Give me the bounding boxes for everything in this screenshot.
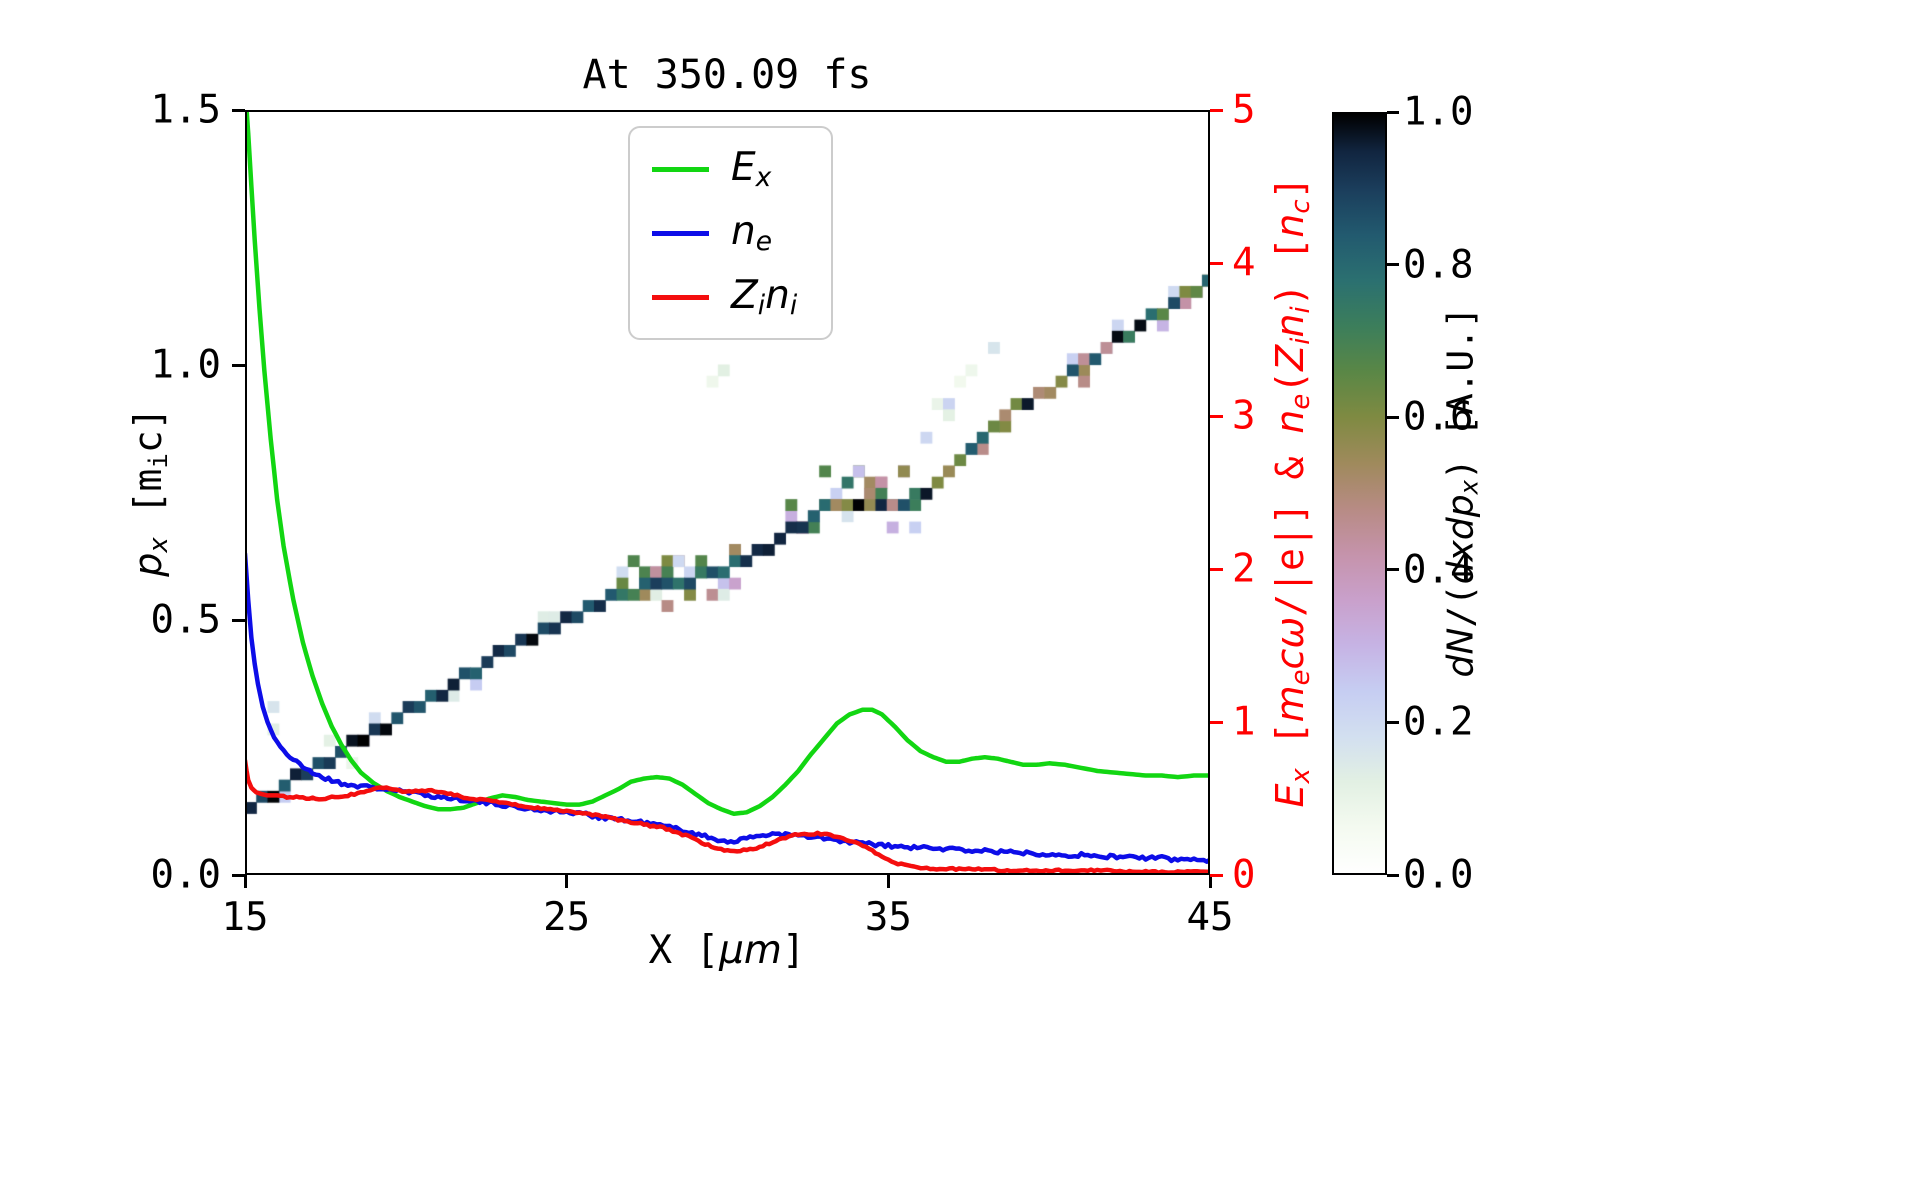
colorbar-tick-mark [1387, 720, 1399, 724]
x-axis-label: X [μm] [648, 928, 806, 973]
legend-line-sample [652, 166, 709, 172]
legend-box: Ex ne Zini [628, 126, 834, 340]
line-curves [245, 110, 1210, 875]
x-tick-label: 25 [543, 895, 591, 940]
y-tick-mark-right [1210, 567, 1223, 571]
y-tick-label-right: 2 [1232, 546, 1256, 592]
legend-entry: Ex [652, 144, 797, 194]
y-tick-label-right: 4 [1232, 240, 1256, 286]
colorbar-tick-mark [1387, 110, 1399, 114]
colorbar-tick-mark [1387, 263, 1399, 267]
colorbar-tick-mark [1387, 415, 1399, 419]
y-tick-label-right: 3 [1232, 393, 1256, 439]
colorbar-tick-mark [1387, 568, 1399, 572]
y-tick-label-left: 0.5 [150, 597, 221, 643]
y-tick-mark-right [1210, 873, 1223, 877]
x-tick-mark [565, 875, 569, 888]
y-tick-label-right: 0 [1232, 852, 1256, 898]
curve-zini [245, 758, 1210, 875]
y-tick-mark-right [1210, 108, 1223, 112]
y-tick-label-left: 1.0 [150, 342, 221, 388]
y-tick-mark-right [1210, 414, 1223, 418]
plot-title: At 350.09 fs [582, 52, 872, 98]
y-tick-mark-left [232, 873, 245, 877]
x-tick-mark [886, 875, 890, 888]
y-axis-label-right: Ex [mecω/|e|] & ne(Zini) [nc] [1268, 176, 1316, 808]
y-tick-mark-right [1210, 720, 1223, 724]
legend-entry: Zini [652, 272, 797, 322]
y-tick-label-right: 5 [1232, 87, 1256, 133]
legend-label: Ex [731, 145, 772, 193]
colorbar-tick-label: 0.4 [1403, 547, 1474, 593]
legend-line-sample [652, 294, 709, 300]
x-tick-label: 45 [1186, 895, 1234, 940]
legend-line-sample [652, 230, 709, 236]
legend-label: Zini [731, 273, 798, 321]
legend-label: ne [731, 209, 773, 257]
plot-area: Ex ne Zini [245, 110, 1210, 875]
x-tick-mark [1208, 875, 1212, 888]
y-tick-label-left: 0.0 [150, 852, 221, 898]
colorbar-label: dN/(dxdpx) [A.U.] [1440, 306, 1484, 678]
colorbar-tick-label: 0.8 [1403, 242, 1474, 288]
x-tick-label: 35 [864, 895, 912, 940]
colorbar-tick-label: 0.2 [1403, 699, 1474, 745]
curve-ex [245, 110, 1210, 817]
colorbar-tick-label: 0.6 [1403, 394, 1474, 440]
colorbar-tick-label: 1.0 [1403, 89, 1474, 135]
y-tick-label-left: 1.5 [150, 87, 221, 133]
x-tick-mark [243, 875, 247, 888]
y-tick-mark-right [1210, 261, 1223, 265]
y-axis-label-left: px [mic] [126, 407, 174, 577]
colorbar-tick-label: 0.0 [1403, 852, 1474, 898]
legend-entry: ne [652, 208, 797, 258]
curve-ne [245, 551, 1210, 864]
y-tick-label-right: 1 [1232, 699, 1256, 745]
colorbar-tick-mark [1387, 873, 1399, 877]
y-tick-mark-left [232, 363, 245, 367]
x-tick-label: 15 [221, 895, 269, 940]
y-tick-mark-left [232, 108, 245, 112]
y-tick-mark-left [232, 618, 245, 622]
colorbar-gradient [1332, 112, 1387, 875]
